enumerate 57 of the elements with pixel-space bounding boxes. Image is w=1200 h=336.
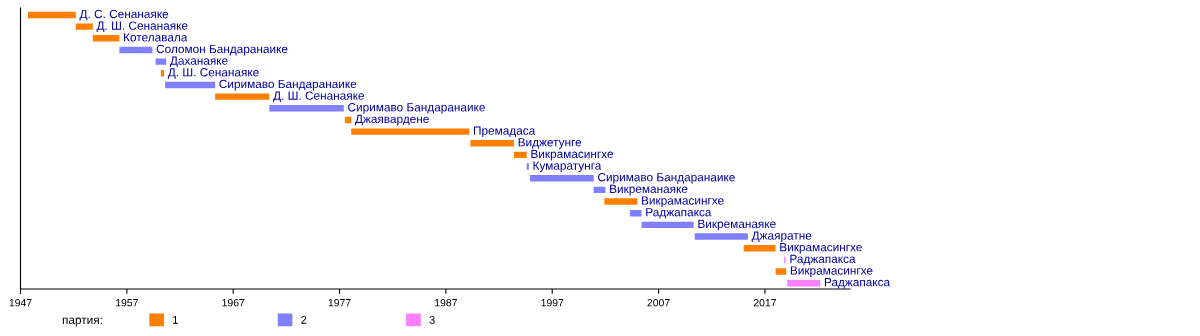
x-tick-label: 2007 [647, 299, 670, 307]
y-tick-label: Виджетунге [518, 138, 582, 149]
bar [165, 81, 216, 89]
y-tick-label: Кумаратунга [533, 161, 602, 173]
bar [27, 11, 76, 19]
y-tick-label: Раджапакса [790, 254, 856, 266]
bar [75, 23, 93, 30]
legend-label: 3 [429, 315, 435, 324]
legend-title: партия: [62, 317, 102, 327]
y-tick-label: Джаяратне [751, 231, 812, 243]
y-tick-label: Сиримаво Бандаранаике [219, 79, 357, 91]
bar [215, 93, 270, 100]
bar [160, 70, 165, 77]
bar [787, 279, 821, 287]
y-tick-label: Даханаяке [170, 56, 228, 68]
bar [513, 151, 527, 159]
x-tick-label: 1977 [328, 299, 351, 307]
x-tick-label: 1957 [116, 299, 138, 307]
bar [526, 163, 529, 170]
x-tick-label: 1997 [541, 299, 564, 307]
x-tick-label: 1987 [435, 299, 457, 307]
y-tick-label: Премадаса [473, 126, 536, 138]
y-tick-label: Д. Ш. Сенанаяке [167, 68, 259, 79]
y-tick-label: Викреманаяке [610, 184, 688, 196]
y-tick-label: Раджапакса [824, 278, 891, 289]
bar [694, 233, 748, 240]
legend-label: 1 [173, 316, 178, 324]
bar [641, 221, 694, 229]
legend-label: 2 [301, 315, 307, 324]
bar [269, 105, 344, 112]
bar [351, 128, 470, 135]
bar [529, 175, 594, 182]
y-tick-label: Викрамасингхе [531, 149, 614, 161]
bar [92, 35, 120, 42]
bar [155, 58, 167, 65]
bar [629, 210, 642, 217]
y-tick-label: Викрамасингхе [790, 266, 873, 278]
x-tick-label: 1947 [9, 299, 32, 307]
y-tick-label: Раджапакса [646, 208, 712, 219]
x-tick-label: 1967 [222, 299, 245, 307]
y-tick-label: Д. Ш. Сенанаяке [96, 21, 188, 33]
y-tick-label: Д. С. Сенанаяке [79, 9, 169, 21]
y-tick-label: Сиримаво Бандаранаике [598, 173, 735, 184]
bar [119, 46, 153, 54]
y-tick-label: Викрамасингхе [780, 243, 862, 254]
x-tick-label: 2017 [753, 299, 776, 307]
y-tick-label: Викрамасингхе [642, 196, 724, 208]
y-tick-label: Котелавала [124, 33, 188, 42]
y-tick-label: Сиримаво Бандаранаике [348, 103, 485, 114]
bar [470, 140, 514, 147]
y-tick-label: Викреманаяке [698, 219, 776, 231]
y-tick-label: Джаявардене [355, 114, 429, 126]
bar [775, 268, 787, 275]
bar [743, 244, 776, 252]
y-tick-label: Д. Ш. Сенанаяке [273, 91, 364, 103]
y-tick-label: Соломон Бандаранаике [156, 44, 288, 56]
bar [604, 198, 638, 205]
